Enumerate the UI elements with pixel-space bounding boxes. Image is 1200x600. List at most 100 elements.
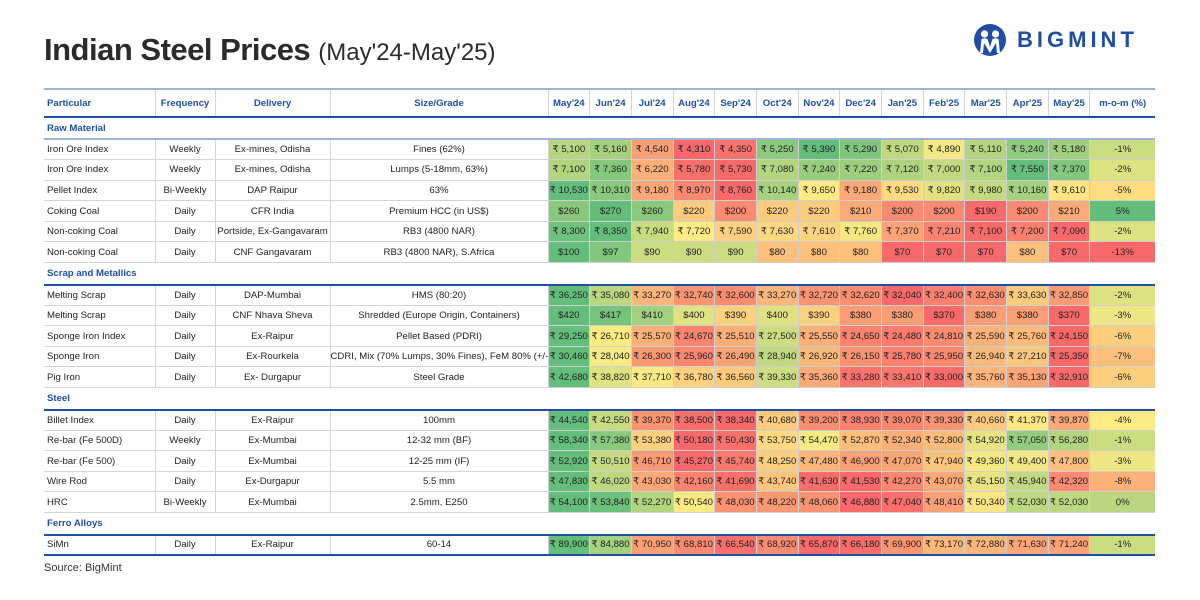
price-cell: ₹ 4,350	[714, 139, 757, 161]
column-header: Jun'24	[589, 88, 632, 118]
column-header: Jul'24	[630, 88, 674, 118]
grade-cell: 5.5 mm	[329, 471, 548, 493]
frequency-cell: Bi-Weekly	[154, 180, 215, 202]
frequency-cell: Weekly	[154, 139, 215, 161]
particular-cell: Pig Iron	[44, 366, 155, 389]
mom-change-cell: -2%	[1089, 284, 1155, 306]
source-note: Source: BigMint	[44, 562, 122, 574]
price-cell: ₹ 7,100	[964, 159, 1007, 181]
grade-cell: 12-25 mm (IF)	[329, 450, 548, 472]
price-cell: ₹ 24,150	[1047, 325, 1090, 347]
price-cell: ₹ 29,250	[547, 325, 590, 347]
price-cell: ₹ 7,630	[755, 221, 799, 243]
price-cell: ₹ 9,180	[630, 180, 674, 202]
price-cell: $417	[589, 305, 632, 327]
price-cell: $70	[881, 241, 924, 264]
mom-change-cell: -3%	[1089, 450, 1155, 472]
mom-change-cell: -7%	[1089, 346, 1155, 368]
price-cell: ₹ 42,680	[547, 366, 590, 389]
price-cell: $370	[922, 305, 965, 327]
price-cell: ₹ 5,100	[547, 139, 590, 161]
column-header: Aug'24	[672, 88, 715, 118]
price-cell: ₹ 10,160	[1006, 180, 1049, 202]
price-cell: ₹ 47,070	[881, 450, 924, 472]
price-cell: ₹ 52,270	[630, 491, 674, 513]
grade-cell: Shredded (Europe Origin, Containers)	[329, 305, 548, 327]
price-cell: ₹ 4,540	[630, 139, 674, 161]
price-cell: ₹ 10,140	[755, 180, 799, 202]
particular-cell: Melting Scrap	[44, 305, 155, 327]
column-header: Dec'24	[839, 88, 882, 118]
price-cell: ₹ 8,350	[589, 221, 632, 243]
price-cell: ₹ 47,040	[881, 491, 924, 513]
grade-cell: CDRI, Mix (70% Lumps, 30% Fines), FeM 80…	[329, 346, 548, 368]
price-cell: ₹ 7,080	[755, 159, 799, 181]
section-header-row: Scrap and Metallics	[44, 262, 1155, 286]
mom-change-cell: 0%	[1089, 491, 1155, 513]
column-header: Jan'25	[881, 88, 924, 118]
price-cell: ₹ 41,530	[839, 471, 882, 493]
price-cell: ₹ 5,290	[839, 139, 882, 161]
price-cell: ₹ 5,730	[714, 159, 757, 181]
table-row: Non-coking Coal Daily Portside, Ex-Gangava…	[44, 221, 1155, 243]
price-cell: ₹ 48,250	[755, 450, 799, 472]
price-cell: $420	[547, 305, 590, 327]
price-cell: ₹ 26,940	[964, 346, 1007, 368]
price-cell: ₹ 32,910	[1047, 366, 1090, 389]
price-cell: ₹ 25,510	[714, 325, 757, 347]
price-cell: ₹ 10,310	[589, 180, 632, 202]
price-cell: ₹ 24,650	[839, 325, 882, 347]
column-header: Nov'24	[797, 88, 840, 118]
particular-cell: Non-coking Coal	[44, 241, 155, 264]
steel-prices-table: Particular Frequency Delivery Size/Grade May…	[44, 88, 1155, 557]
price-cell: ₹ 45,740	[714, 450, 757, 472]
price-cell: ₹ 52,030	[1006, 491, 1049, 513]
particular-cell: HRC	[44, 491, 155, 513]
column-header: Oct'24	[755, 88, 799, 118]
price-cell: ₹ 50,540	[672, 491, 715, 513]
price-cell: ₹ 39,330	[755, 366, 799, 389]
delivery-cell: Ex-Raipur	[214, 534, 330, 557]
delivery-cell: Ex-Rourkela	[214, 346, 330, 368]
price-cell: $200	[714, 200, 757, 222]
price-cell: $220	[672, 200, 715, 222]
price-cell: ₹ 50,430	[714, 430, 757, 452]
price-cell: ₹ 66,180	[839, 534, 882, 557]
price-cell: ₹ 47,940	[922, 450, 965, 472]
table-row: SiMn Daily Ex-Raipur 60-14 ₹ 89,900 ₹ 84,880 ₹…	[44, 534, 1155, 557]
price-cell: ₹ 33,410	[881, 366, 924, 389]
section-title: Raw Material	[44, 117, 1155, 140]
delivery-cell: Ex-Mumbai	[214, 430, 330, 452]
price-cell: ₹ 27,500	[755, 325, 799, 347]
price-cell: ₹ 45,940	[1006, 471, 1049, 493]
frequency-cell: Daily	[154, 409, 215, 431]
price-cell: ₹ 27,210	[1006, 346, 1049, 368]
section-header-row: Steel	[44, 387, 1155, 411]
price-cell: ₹ 41,370	[1006, 409, 1049, 431]
price-cell: ₹ 71,630	[1006, 534, 1049, 557]
price-cell: ₹ 35,080	[589, 284, 632, 306]
price-cell: ₹ 89,900	[547, 534, 590, 557]
price-cell: $220	[797, 200, 840, 222]
price-cell: $70	[922, 241, 965, 264]
price-cell: ₹ 35,360	[797, 366, 840, 389]
bigmint-wordmark: BIGMINT	[1017, 27, 1138, 52]
table-row: Melting Scrap Daily DAP-Mumbai HMS (80:20) ₹…	[44, 284, 1155, 306]
frequency-cell: Daily	[154, 346, 215, 368]
price-cell: ₹ 26,710	[589, 325, 632, 347]
frequency-cell: Daily	[154, 221, 215, 243]
section-header-row: Ferro Alloys	[44, 512, 1155, 536]
grade-cell: 12-32 mm (BF)	[329, 430, 548, 452]
delivery-cell: Ex-Mumbai	[214, 450, 330, 472]
column-header: Particular	[44, 88, 155, 118]
price-cell: ₹ 5,780	[672, 159, 715, 181]
price-cell: ₹ 33,270	[630, 284, 674, 306]
section-header-row: Raw Material	[44, 117, 1155, 140]
price-cell: ₹ 32,850	[1047, 284, 1090, 306]
mom-change-cell: -8%	[1089, 471, 1155, 493]
price-cell: ₹ 52,920	[547, 450, 590, 472]
section-title: Steel	[44, 387, 1155, 411]
price-cell: ₹ 32,720	[797, 284, 840, 306]
frequency-cell: Daily	[154, 305, 215, 327]
price-cell: $80	[1006, 241, 1049, 264]
